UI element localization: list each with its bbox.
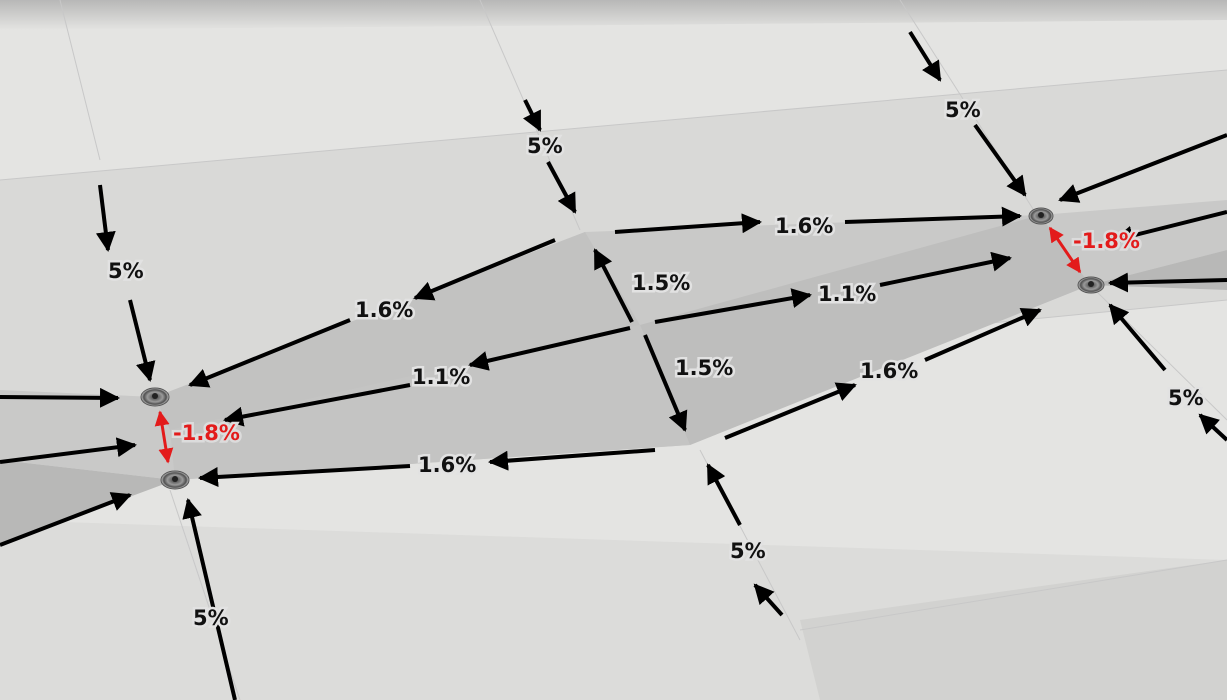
arrow-right-side bbox=[1198, 413, 1227, 442]
arrow-left-top-2 bbox=[128, 299, 156, 382]
label-middle-top: 5% bbox=[527, 134, 563, 158]
label-right-lower-valley: 1.6% bbox=[860, 359, 918, 383]
label-right-top: 5% bbox=[945, 98, 981, 122]
arrow-mid-valley-right-2 bbox=[879, 251, 1012, 287]
label-center-upper: 1.5% bbox=[632, 271, 690, 295]
arrow-center-upper bbox=[593, 248, 634, 323]
label-left-upper-valley: 1.6% bbox=[355, 298, 413, 322]
label-right-side: 5% bbox=[1168, 386, 1204, 410]
arrow-left-in-3 bbox=[0, 492, 132, 547]
arrow-mid-valley-left bbox=[468, 326, 631, 371]
arrow-center-bottom bbox=[753, 583, 784, 617]
arrow-upper-valley-right-2 bbox=[844, 206, 1022, 227]
arrow-left-top bbox=[95, 184, 116, 252]
arrow-left-bottom bbox=[182, 498, 237, 700]
arrow-lower-valley-left bbox=[488, 448, 656, 471]
arrow-upper-valley-left bbox=[413, 238, 556, 301]
label-left-mid-valley: 1.1% bbox=[412, 365, 470, 389]
red-arrow-left bbox=[154, 410, 174, 464]
arrow-lower-valley-left-2 bbox=[198, 464, 411, 487]
slope-arrows bbox=[0, 30, 1227, 700]
arrow-upper-valley-left-2 bbox=[188, 318, 351, 388]
arrow-right-top bbox=[908, 30, 942, 82]
drain-icon bbox=[1077, 276, 1105, 294]
label-center-lower: 1.5% bbox=[675, 356, 733, 380]
drain-icon bbox=[160, 470, 190, 490]
label-right-drain-link: -1.8% bbox=[1073, 229, 1140, 253]
negative-slope-arrows bbox=[154, 226, 1082, 464]
arrow-right-in-3 bbox=[1108, 272, 1227, 293]
red-arrow-right bbox=[1048, 226, 1082, 274]
arrow-right-in bbox=[1058, 133, 1227, 203]
slope-labels: 5% 5% 5% 5% 5% 5% 1.6% 1.1% 1.6% 1.5% 1.… bbox=[106, 96, 1207, 633]
arrow-lower-valley-right bbox=[724, 382, 857, 440]
drain-icon bbox=[1028, 207, 1054, 225]
label-left-lower-valley: 1.6% bbox=[418, 453, 476, 477]
arrow-right-top-2 bbox=[973, 123, 1027, 197]
arrow-left-in-2 bbox=[0, 437, 137, 464]
label-left-drain-link: -1.8% bbox=[173, 421, 240, 445]
arrow-mid-valley-right bbox=[654, 288, 812, 324]
arrow-center-bottom-2 bbox=[706, 463, 742, 526]
arrow-mid-valley-left-2 bbox=[223, 383, 411, 427]
arrow-right-in-2 bbox=[1113, 210, 1227, 246]
arrow-center-lower bbox=[643, 334, 688, 432]
label-left-bottom: 5% bbox=[193, 606, 229, 630]
label-right-upper-valley: 1.6% bbox=[775, 214, 833, 238]
label-middle-bottom: 5% bbox=[730, 539, 766, 563]
drains bbox=[140, 207, 1105, 490]
arrow-left-in bbox=[0, 387, 120, 408]
label-left-top: 5% bbox=[108, 259, 144, 283]
arrow-center-top bbox=[523, 99, 542, 132]
arrow-center-top-2 bbox=[546, 161, 577, 214]
label-right-mid-valley: 1.1% bbox=[818, 282, 876, 306]
arrow-upper-valley-right bbox=[614, 213, 762, 234]
arrow-right-side-2 bbox=[1108, 303, 1167, 372]
arrow-lower-valley-right-2 bbox=[924, 308, 1042, 362]
drain-icon bbox=[140, 387, 170, 407]
